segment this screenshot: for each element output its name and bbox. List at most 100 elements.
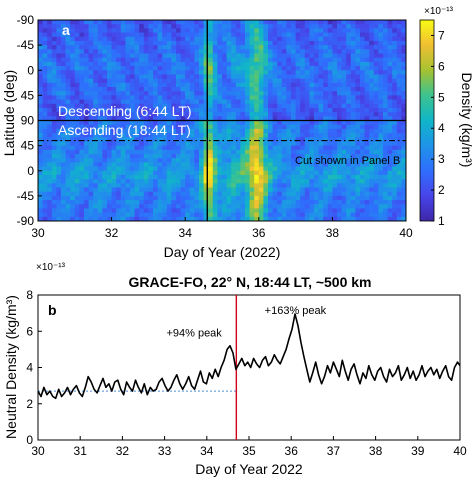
heatmap-cell xyxy=(295,216,301,221)
heatmap-cell xyxy=(300,61,306,67)
heatmap-cell xyxy=(61,141,67,147)
heatmap-cell xyxy=(70,78,76,84)
heatmap-cell xyxy=(327,195,333,201)
heatmap-cell xyxy=(249,204,255,210)
heatmap-cell xyxy=(281,200,287,205)
heatmap-cell xyxy=(171,57,177,63)
heatmap-cell xyxy=(102,128,108,134)
heatmap-cell xyxy=(350,187,356,193)
heatmap-cell xyxy=(222,91,228,96)
heatmap-cell xyxy=(258,128,264,134)
heatmap-cell xyxy=(217,87,223,92)
heatmap-cell xyxy=(300,133,306,138)
heatmap-cell xyxy=(396,36,402,42)
heatmap-cell xyxy=(111,166,117,172)
heatmap-cell xyxy=(360,87,366,92)
heatmap-cell xyxy=(327,183,333,189)
heatmap-cell xyxy=(337,174,343,180)
heatmap-cell xyxy=(42,61,48,67)
heatmap-cell xyxy=(51,216,57,221)
heatmap-cell xyxy=(107,216,113,221)
heatmap-cell xyxy=(249,200,255,205)
heatmap-cell xyxy=(166,133,172,138)
heatmap-cell xyxy=(47,208,53,214)
heatmap-cell xyxy=(143,78,149,84)
heatmap-cell xyxy=(111,170,117,176)
heatmap-cell xyxy=(355,141,361,147)
heatmap-cell xyxy=(277,32,283,38)
heatmap-cell xyxy=(130,53,136,59)
heatmap-cell xyxy=(84,107,90,113)
heatmap-cell xyxy=(93,91,99,96)
heatmap-cell xyxy=(102,141,108,147)
heatmap-cell xyxy=(194,133,200,138)
heatmap-cell xyxy=(88,133,94,138)
heatmap-cell xyxy=(153,70,159,76)
heatmap-cell xyxy=(125,24,131,29)
heatmap-cell xyxy=(42,166,48,172)
heatmap-cell xyxy=(235,32,241,38)
heatmap-cell xyxy=(272,204,278,210)
heatmap-cell xyxy=(120,24,126,29)
heatmap-cell xyxy=(208,120,214,126)
heatmap-cell xyxy=(180,66,186,71)
heatmap-cell xyxy=(373,70,379,76)
heatmap-cell xyxy=(332,91,338,96)
heatmap-cell xyxy=(84,133,90,138)
heatmap-cell xyxy=(102,49,108,55)
heatmap-cell xyxy=(56,40,62,46)
heatmap-cell xyxy=(61,200,67,205)
heatmap-cell xyxy=(134,99,140,105)
heatmap-cell xyxy=(355,78,361,84)
heatmap-cell xyxy=(130,57,136,63)
heatmap-cell xyxy=(74,141,80,147)
heatmap-cell xyxy=(208,95,214,101)
heatmap-cell xyxy=(401,112,406,117)
heatmap-cell xyxy=(291,87,297,92)
heatmap-cell xyxy=(272,137,278,143)
heatmap-cell xyxy=(130,154,136,159)
heatmap-cell xyxy=(346,70,352,76)
heatmap-cell xyxy=(38,28,44,34)
heatmap-cell xyxy=(364,53,370,59)
heatmap-cell xyxy=(212,28,218,34)
heatmap-cell xyxy=(120,179,126,184)
heatmap-cell xyxy=(318,57,324,63)
heatmap-cell xyxy=(185,36,191,42)
heatmap-cell xyxy=(79,95,85,101)
heatmap-cell xyxy=(61,158,67,163)
heatmap-cell xyxy=(295,154,301,159)
panel-b-letter: b xyxy=(48,302,57,318)
heatmap-cell xyxy=(286,208,292,214)
heatmap-cell xyxy=(245,137,251,143)
heatmap-cell xyxy=(120,158,126,163)
heatmap-cell xyxy=(226,49,232,55)
heatmap-cell xyxy=(369,40,375,46)
heatmap-cell xyxy=(79,116,85,122)
heatmap-cell xyxy=(148,103,154,109)
heatmap-cell xyxy=(93,24,99,29)
heatmap-cell xyxy=(93,107,99,113)
heatmap-cell xyxy=(245,154,251,159)
heatmap-cell xyxy=(401,57,406,63)
heatmap-cell xyxy=(102,103,108,109)
heatmap-cell xyxy=(42,74,48,80)
heatmap-cell xyxy=(185,116,191,122)
heatmap-cell xyxy=(323,200,329,205)
heatmap-cell xyxy=(139,216,145,221)
heatmap-cell xyxy=(401,191,406,197)
heatmap-cell xyxy=(93,99,99,105)
y-tick-label: 45 xyxy=(21,88,35,102)
heatmap-cell xyxy=(258,124,264,130)
heatmap-cell xyxy=(162,200,168,205)
x-tick-label: 30 xyxy=(31,444,45,458)
heatmap-cell xyxy=(258,57,264,63)
heatmap-cell xyxy=(369,154,375,159)
heatmap-cell xyxy=(203,154,209,159)
heatmap-cell xyxy=(396,74,402,80)
heatmap-cell xyxy=(166,53,172,59)
heatmap-cell xyxy=(392,174,398,180)
heatmap-cell xyxy=(139,174,145,180)
heatmap-cell xyxy=(350,28,356,34)
heatmap-cell xyxy=(323,78,329,84)
